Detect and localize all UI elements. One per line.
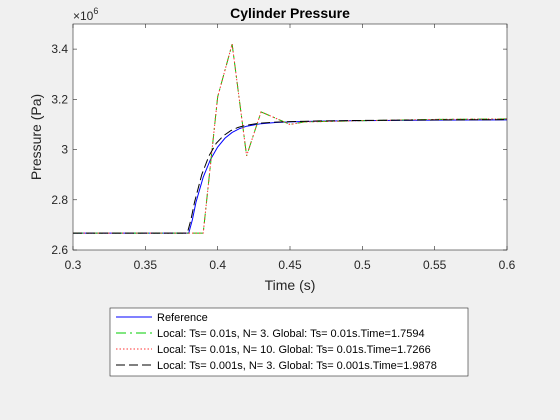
series-line-4 xyxy=(73,119,508,234)
y-tick-label: 3 xyxy=(61,143,68,157)
legend-label-3: Local: Ts= 0.01s, N= 10. Global: Ts= 0.0… xyxy=(157,344,431,356)
y-exponent: ×106 xyxy=(73,6,98,23)
y-exponent-power: 6 xyxy=(93,6,98,16)
legend: Reference Local: Ts= 0.01s, N= 3. Global:… xyxy=(109,307,469,377)
x-tick-label: 0.55 xyxy=(423,258,447,272)
legend-label-1: Reference xyxy=(157,312,208,324)
x-tick-label: 0.6 xyxy=(499,258,516,272)
legend-label-2: Local: Ts= 0.01s, N= 3. Global: Ts= 0.01… xyxy=(157,328,425,340)
legend-label-4: Local: Ts= 0.001s, N= 3. Global: Ts= 0.0… xyxy=(157,360,437,372)
y-tick-label: 2.8 xyxy=(51,193,68,207)
chart-title: Cylinder Pressure xyxy=(230,5,350,21)
x-axis-label: Time (s) xyxy=(265,277,316,293)
legend-box xyxy=(109,307,469,377)
y-tick-label: 3.4 xyxy=(51,42,68,56)
y-axis-label: Pressure (Pa) xyxy=(28,94,44,180)
plot-lines xyxy=(73,43,508,234)
y-exponent-base: ×10 xyxy=(73,9,94,23)
x-axis: 0.3 0.35 0.4 0.45 0.5 0.55 0.6 xyxy=(65,24,516,272)
x-tick-label: 0.4 xyxy=(209,258,226,272)
series-line-2 xyxy=(73,43,508,234)
x-tick-label: 0.45 xyxy=(278,258,302,272)
x-tick-label: 0.3 xyxy=(65,258,82,272)
y-axis: 2.6 2.8 3 3.2 3.4 xyxy=(51,42,507,257)
x-tick-label: 0.35 xyxy=(134,258,158,272)
y-tick-label: 3.2 xyxy=(51,92,68,106)
x-tick-label: 0.5 xyxy=(354,258,371,272)
y-tick-label: 2.6 xyxy=(51,243,68,257)
plot-area xyxy=(73,24,507,250)
